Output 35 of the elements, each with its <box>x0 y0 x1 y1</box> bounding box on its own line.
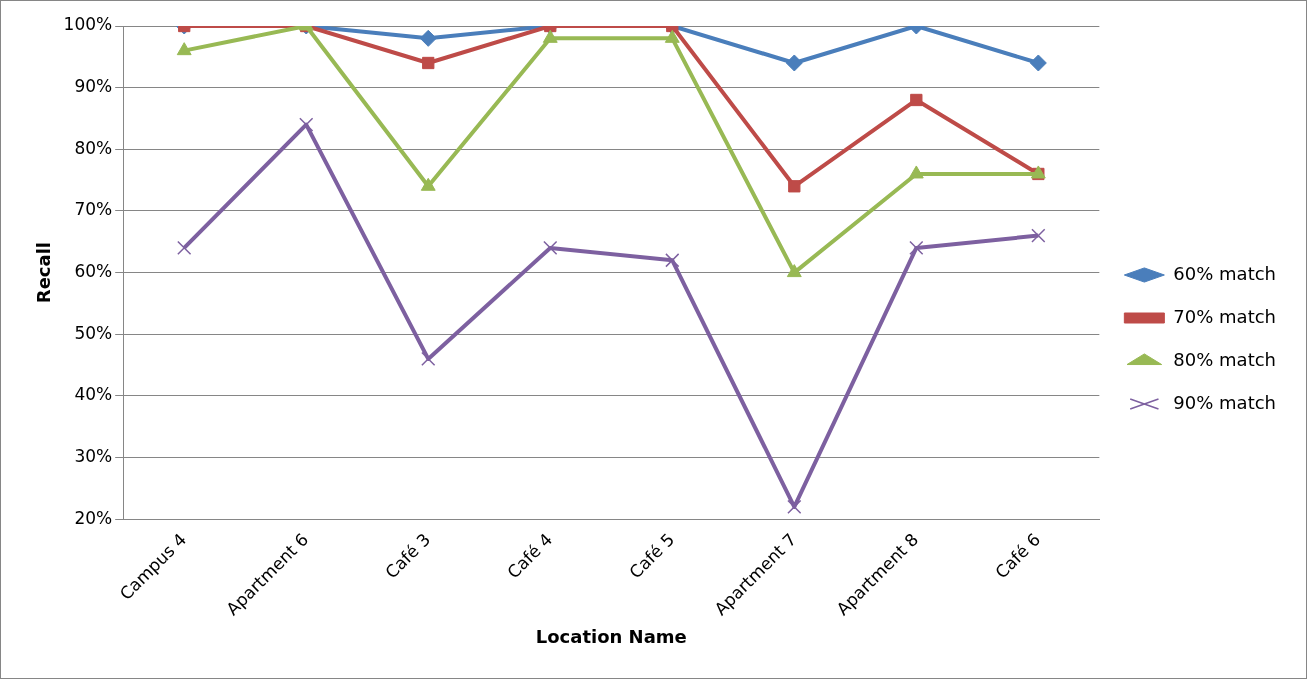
legend-label: 80% match <box>1173 348 1276 370</box>
x-axis-title: Location Name <box>535 625 687 647</box>
legend-label: 90% match <box>1173 391 1276 413</box>
point <box>420 177 436 191</box>
y-tick-label: 70% <box>74 199 113 220</box>
point <box>910 93 923 107</box>
point <box>542 29 558 43</box>
point <box>1029 54 1047 72</box>
point <box>419 29 437 47</box>
y-tick-label: 90% <box>74 76 113 97</box>
point <box>299 117 314 132</box>
point <box>177 240 192 256</box>
y-tick-label: 60% <box>74 261 113 282</box>
y-tick-label: 40% <box>74 384 113 405</box>
point <box>786 264 802 278</box>
point <box>787 499 802 514</box>
y-tick-label: 20% <box>74 507 113 528</box>
legend-label: 70% match <box>1173 305 1276 327</box>
point <box>421 351 436 367</box>
point <box>176 42 192 56</box>
point <box>788 180 801 193</box>
point <box>665 253 680 268</box>
y-axis-title: Recall <box>33 241 55 304</box>
y-tick-label: 50% <box>74 322 113 343</box>
y-tick-label: 80% <box>74 137 113 158</box>
point <box>664 29 680 43</box>
point <box>909 240 924 256</box>
legend-label: 60% match <box>1173 262 1276 284</box>
y-tick-label: 100% <box>63 14 113 35</box>
y-tick-label: 30% <box>74 445 113 466</box>
point <box>908 165 924 179</box>
point <box>543 240 558 256</box>
point <box>1031 228 1046 243</box>
point <box>422 56 435 70</box>
point <box>785 54 803 72</box>
